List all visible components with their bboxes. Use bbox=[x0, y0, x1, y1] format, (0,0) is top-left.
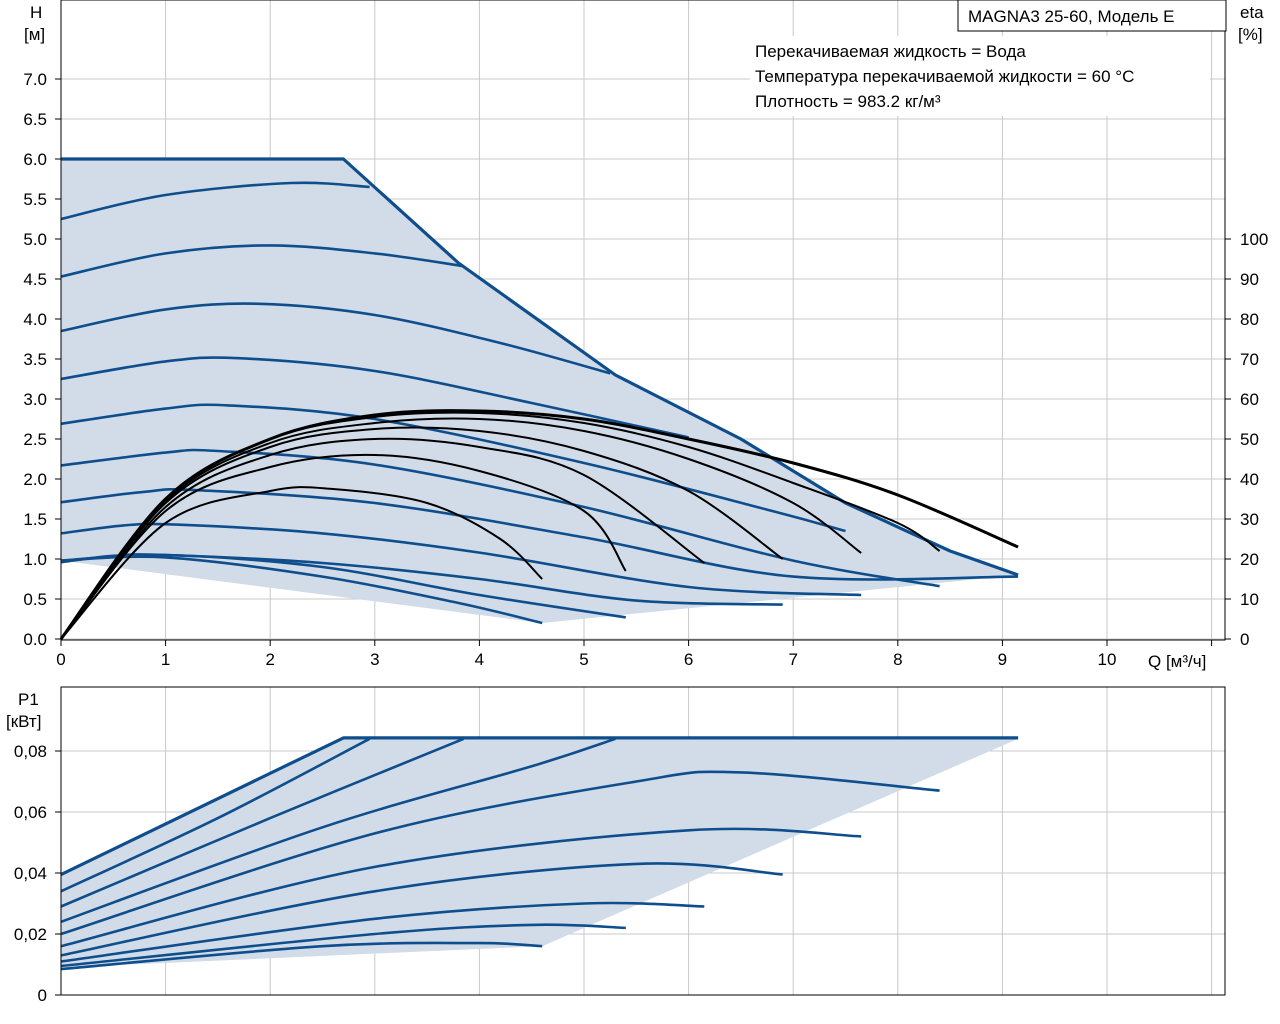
info-line-temperature: Температура перекачиваемой жидкости = 60… bbox=[755, 67, 1134, 86]
y2-tick-label: 20 bbox=[1240, 550, 1259, 569]
y-tick-label: 1.5 bbox=[23, 510, 47, 529]
head-curve bbox=[60, 522, 862, 597]
y-tick-label: 6.0 bbox=[23, 150, 47, 169]
y-tick-label: 4.0 bbox=[23, 310, 47, 329]
x-tick-label: 5 bbox=[579, 650, 588, 669]
p1-axis-name: P1 bbox=[18, 690, 39, 709]
y-tick-label: 0.0 bbox=[23, 630, 47, 649]
info-line-fluid: Перекачиваемая жидкость = Вода bbox=[755, 42, 1026, 61]
y2-tick-label: 60 bbox=[1240, 390, 1259, 409]
y-tick-label: 3.5 bbox=[23, 350, 47, 369]
y-tick-label: 1.0 bbox=[23, 550, 47, 569]
power-curve bbox=[60, 941, 543, 971]
y-tick-label: 4.5 bbox=[23, 270, 47, 289]
y2-axis-unit: [%] bbox=[1238, 25, 1263, 44]
power-plot-border bbox=[60, 686, 1226, 996]
head-plot-border bbox=[60, 0, 1226, 641]
head-operating-region bbox=[61, 159, 1019, 623]
y2-tick-label: 0 bbox=[1240, 630, 1249, 649]
x-tick-label: 2 bbox=[265, 650, 274, 669]
p1-tick-label: 0,02 bbox=[14, 925, 47, 944]
y2-tick-label: 100 bbox=[1240, 230, 1268, 249]
head-curve bbox=[60, 403, 846, 533]
x-tick-label: 3 bbox=[370, 650, 379, 669]
power-curve bbox=[60, 737, 616, 924]
chart-title: MAGNA3 25-60, Модель E bbox=[968, 7, 1175, 26]
x-tick-label: 7 bbox=[788, 650, 797, 669]
y-tick-label: 6.5 bbox=[23, 110, 47, 129]
y2-tick-label: 30 bbox=[1240, 510, 1259, 529]
y-tick-label: 2.0 bbox=[23, 470, 47, 489]
power-curve bbox=[60, 736, 1019, 876]
y2-tick-label: 70 bbox=[1240, 350, 1259, 369]
x-tick-label: 10 bbox=[1098, 650, 1117, 669]
efficiency-curve bbox=[60, 453, 627, 640]
head-curve bbox=[60, 448, 940, 588]
head-curve bbox=[60, 302, 611, 375]
y2-tick-label: 40 bbox=[1240, 470, 1259, 489]
y-tick-label: 7.0 bbox=[23, 70, 47, 89]
power-curves bbox=[60, 736, 1019, 971]
p1-tick-label: 0,04 bbox=[14, 864, 47, 883]
info-box bbox=[750, 36, 1210, 116]
y-tick-label: 2.5 bbox=[23, 430, 47, 449]
power-axes: 0 0,02 0,04 0,06 0,08 bbox=[14, 742, 61, 1005]
title-box bbox=[957, 0, 1227, 32]
efficiency-curves bbox=[59, 409, 1019, 640]
head-curve bbox=[60, 244, 464, 278]
x-axis-label: Q [м³/ч] bbox=[1148, 652, 1206, 671]
power-curve bbox=[60, 923, 626, 968]
x-tick-label: 1 bbox=[161, 650, 170, 669]
efficiency-curve bbox=[60, 411, 941, 640]
power-curve bbox=[60, 862, 783, 957]
p1-tick-label: 0,08 bbox=[14, 742, 47, 761]
head-region-fill bbox=[61, 159, 1019, 623]
power-curve bbox=[60, 901, 705, 963]
x-tick-label: 6 bbox=[684, 650, 693, 669]
info-line-density: Плотность = 983.2 кг/м³ bbox=[755, 92, 941, 111]
efficiency-curve bbox=[60, 426, 784, 640]
y-tick-label: 3.0 bbox=[23, 390, 47, 409]
power-curve bbox=[60, 770, 940, 936]
head-curve bbox=[60, 181, 370, 221]
y-tick-label: 5.0 bbox=[23, 230, 47, 249]
head-curve bbox=[60, 356, 689, 439]
efficiency-curve bbox=[60, 437, 705, 640]
y-axis-name: H bbox=[30, 3, 42, 22]
y2-tick-label: 10 bbox=[1240, 590, 1259, 609]
p1-tick-label: 0 bbox=[38, 986, 47, 1005]
p1-tick-label: 0,06 bbox=[14, 803, 47, 822]
x-tick-label: 9 bbox=[998, 650, 1007, 669]
power-curve bbox=[60, 737, 371, 893]
power-curve bbox=[60, 737, 465, 908]
y2-axis-name: eta bbox=[1240, 3, 1264, 22]
head-max-outline bbox=[61, 157, 1019, 577]
head-curve bbox=[60, 553, 626, 619]
y-axis-unit: [м] bbox=[24, 25, 45, 44]
y2-tick-label: 90 bbox=[1240, 270, 1259, 289]
power-operating-region bbox=[61, 738, 1019, 968]
x-tick-label: 8 bbox=[893, 650, 902, 669]
power-region-fill bbox=[61, 738, 1019, 968]
x-tick-label: 0 bbox=[56, 650, 65, 669]
head-curve bbox=[60, 488, 1019, 581]
head-panel: 0 1 2 3 4 5 6 7 8 9 10 0.0 0.5 1.0 1.5 2.0 2.5 3.0 3.5 4.0 4… bbox=[23, 0, 1268, 671]
y-tick-label: 0.5 bbox=[23, 590, 47, 609]
y2-tick-label: 80 bbox=[1240, 310, 1259, 329]
head-curves bbox=[60, 157, 1019, 625]
power-panel: 0 0,02 0,04 0,06 0,08 P1 [кВт] bbox=[6, 686, 1226, 1005]
power-curve bbox=[60, 827, 862, 948]
x-tick-label: 4 bbox=[475, 650, 484, 669]
head-axes: 0 1 2 3 4 5 6 7 8 9 10 0.0 0.5 1.0 1.5 2.0 2.5 3.0 3.5 4.0 4… bbox=[23, 70, 1268, 669]
p1-axis-unit: [кВт] bbox=[6, 712, 41, 731]
efficiency-curve bbox=[60, 417, 862, 640]
efficiency-curve bbox=[60, 486, 543, 640]
y2-tick-label: 50 bbox=[1240, 430, 1259, 449]
y-tick-label: 5.5 bbox=[23, 190, 47, 209]
